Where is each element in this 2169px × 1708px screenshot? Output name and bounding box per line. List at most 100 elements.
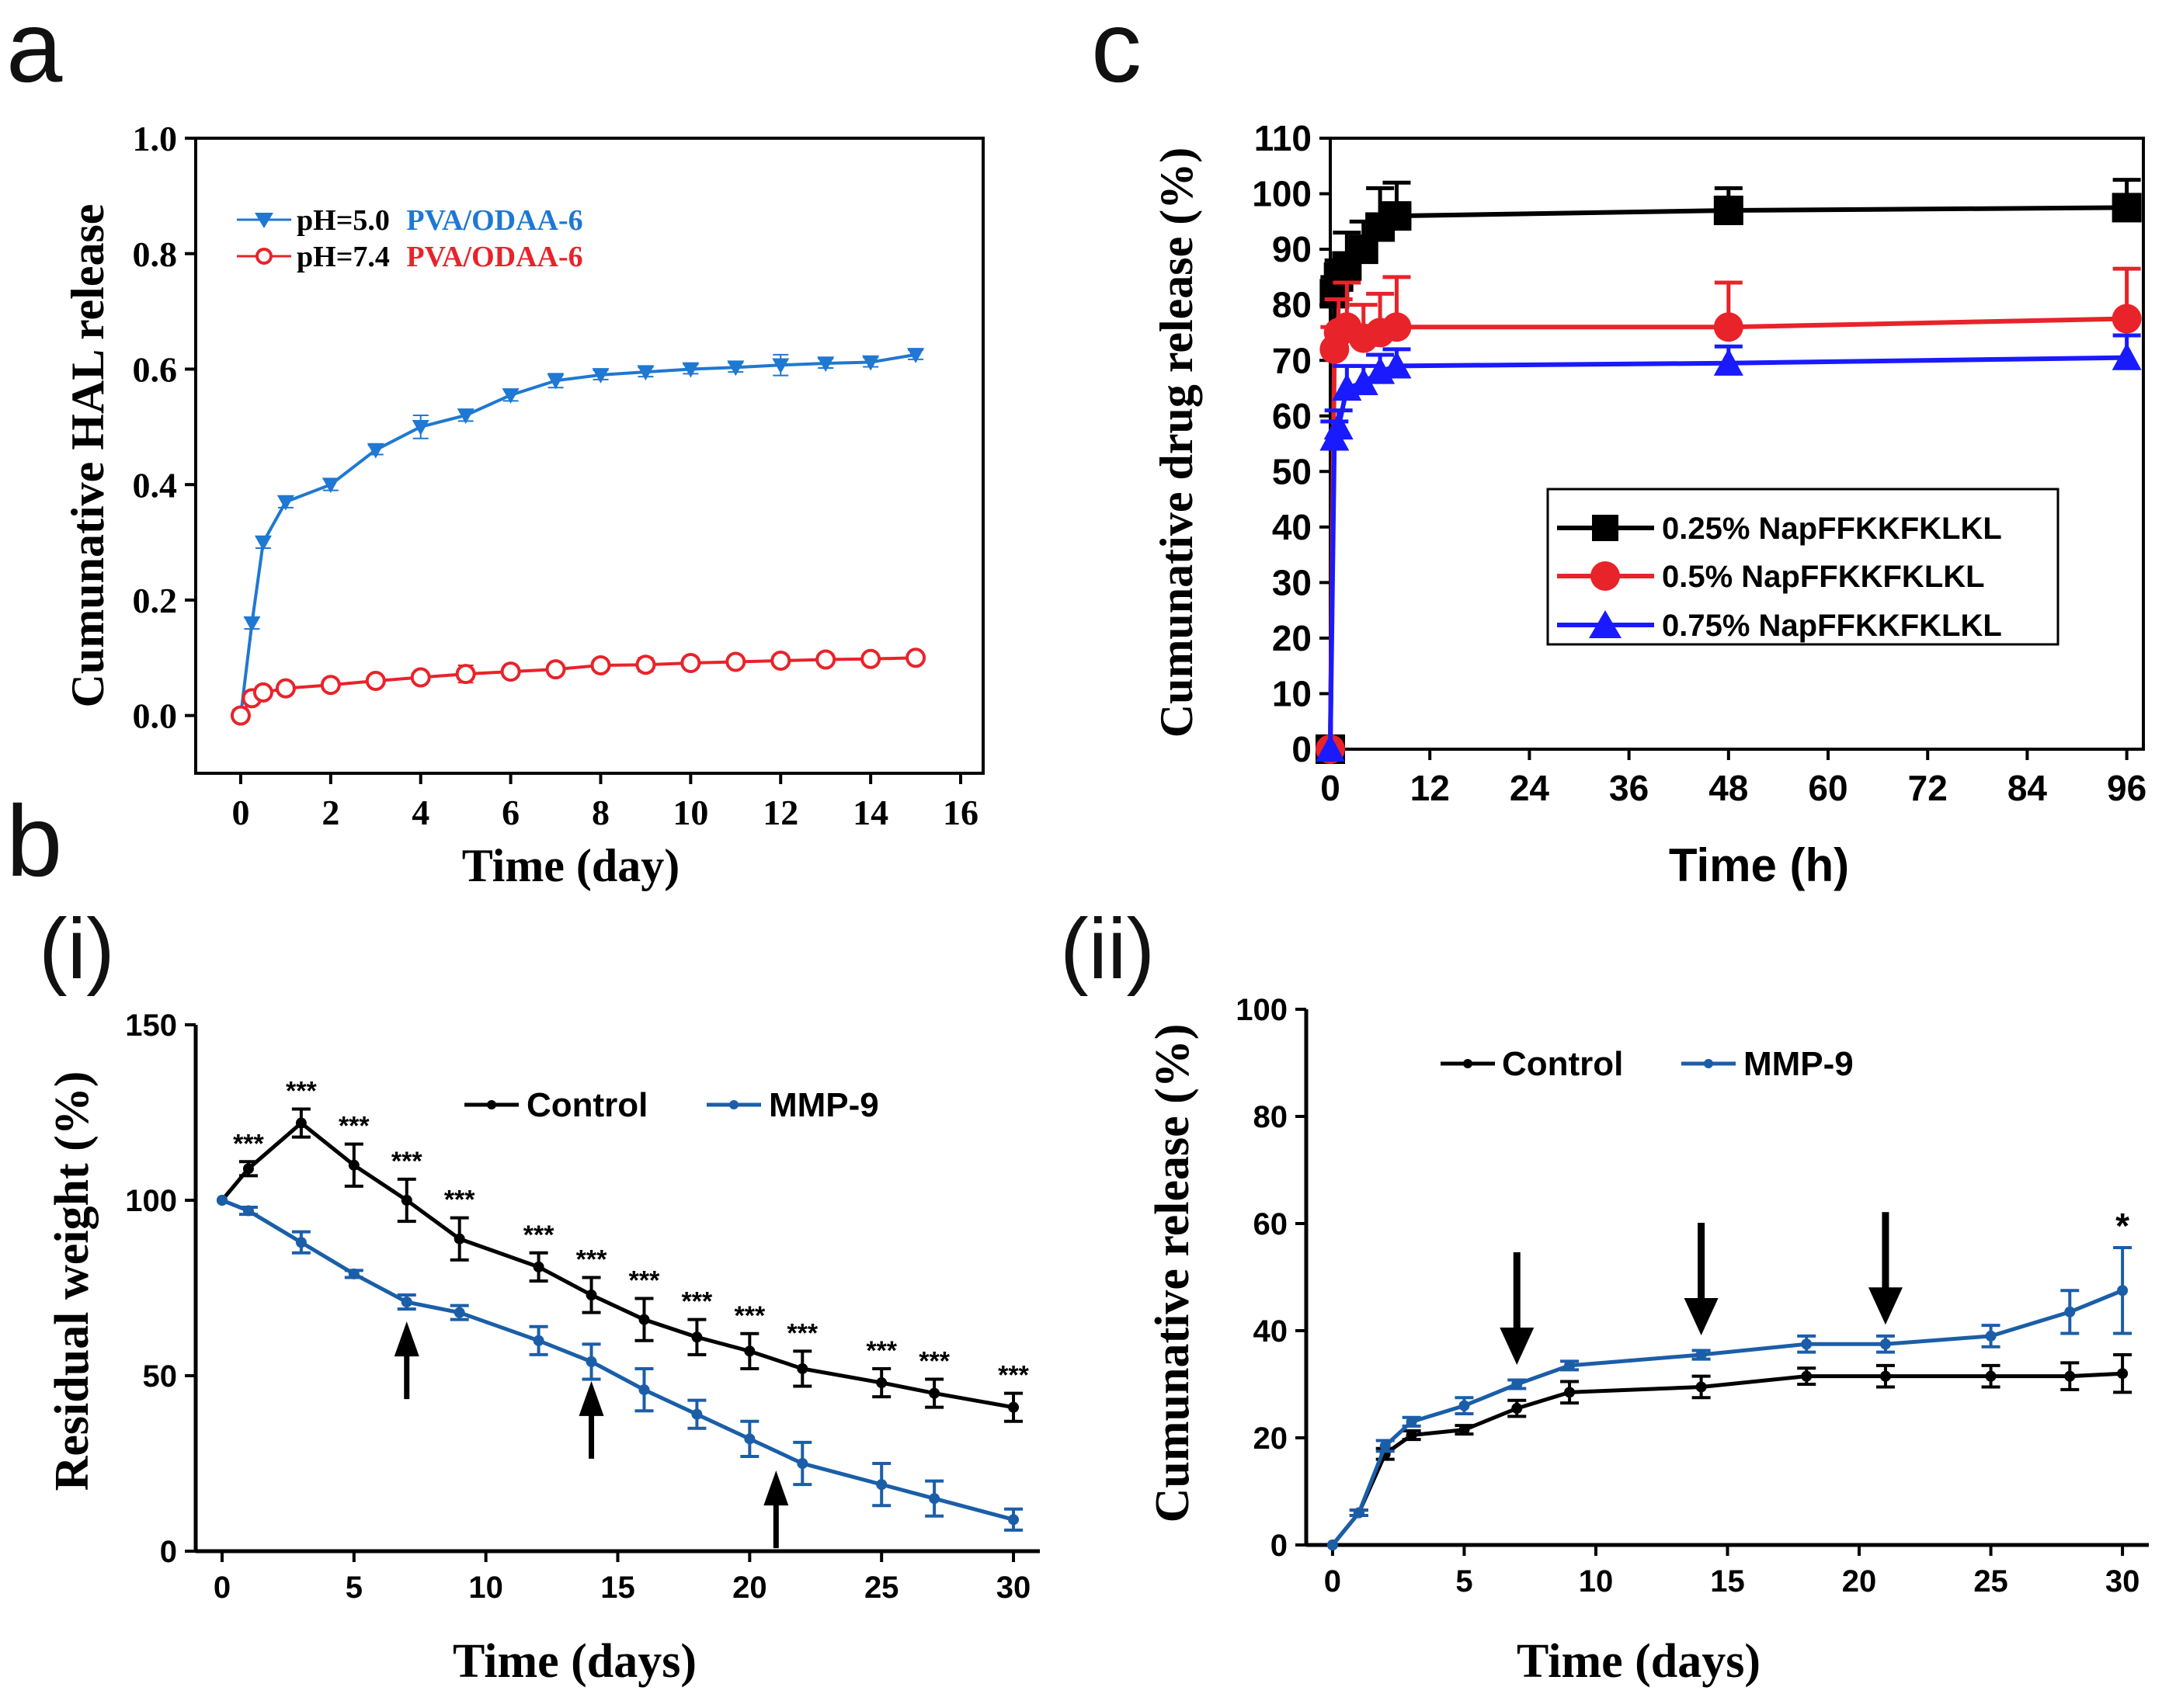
chart-a-series-1-point <box>637 365 655 381</box>
legend-b-i-label-2: MMP-9 <box>769 1086 879 1124</box>
chart-a-xlabel: Time (day) <box>462 840 680 891</box>
chart-c-series-2-point <box>1382 312 1412 342</box>
chart-b-i-series-1-point <box>797 1363 808 1374</box>
chart-b-ii-xtick-label: 5 <box>1455 1564 1472 1599</box>
chart-b-ii-ytick-label: 20 <box>1253 1422 1288 1456</box>
legend-a-label-2: pH=7.4 PVA/ODAA-6 <box>297 241 583 273</box>
chart-c-ytick-label: 20 <box>1272 618 1312 658</box>
chart-b-i-xtick-label: 25 <box>864 1571 899 1605</box>
chart-c-series-3-point <box>2112 342 2142 370</box>
chart-b-i-xlabel: Time (days) <box>453 1635 697 1688</box>
chart-a-ytick-label: 0.2 <box>133 581 178 620</box>
chart-a-xtick-label: 6 <box>502 793 520 832</box>
chart-b-ii-ytick-label: 0 <box>1270 1529 1288 1563</box>
legend-b-i-label-1: Control <box>527 1086 648 1124</box>
chart-a-series-2-point <box>635 654 656 675</box>
chart-b-ii-series-1-point <box>2117 1368 2129 1380</box>
chart-a-xtick-label: 14 <box>853 793 888 832</box>
chart-b-ii-series-2-point <box>1564 1359 1576 1371</box>
chart-b-i-significance: *** <box>523 1220 554 1250</box>
chart-c-ytick-label: 60 <box>1272 396 1312 436</box>
chart-b-i-series-2-point <box>797 1458 808 1469</box>
chart-b-ii-ytick-label: 80 <box>1253 1100 1288 1134</box>
chart-a-series-2-point <box>815 649 836 670</box>
legend-c-marker-3 <box>1589 610 1622 638</box>
chart-a-series-1-point <box>817 356 835 373</box>
chart-b-i-series-2-point <box>876 1479 888 1491</box>
chart-b-i-series-1-point <box>876 1377 888 1389</box>
chart-b-ii-series-1-point <box>1695 1381 1707 1393</box>
chart-a-series-2-point <box>252 682 273 703</box>
chart-a-xtick-label: 8 <box>592 793 610 832</box>
chart-c-series-2-point <box>2112 304 2142 334</box>
chart-b-i-series-2-point <box>929 1493 940 1505</box>
chart-b-i-significance: *** <box>919 1347 950 1376</box>
chart-a-series-2-point <box>500 661 521 682</box>
legend-c-marker-2 <box>1590 561 1620 591</box>
chart-b-i-significance: *** <box>391 1147 422 1176</box>
chart-a-ytick-label: 0.6 <box>133 350 178 390</box>
chart-c-ytick-label: 10 <box>1272 674 1312 714</box>
chart-b-i-series: *** *** *** *** *** *** *** *** *** *** *** *** *** *… <box>216 1076 1030 1549</box>
chart-b-ii-ylabel: Cumunative release (%) <box>1146 1024 1199 1523</box>
chart-b-i-arrow-head <box>579 1380 604 1416</box>
chart-b-i-xtick-label: 0 <box>214 1571 231 1605</box>
chart-b-i-series-2-point <box>216 1195 228 1206</box>
chart-a-series-2-point <box>365 671 386 692</box>
legend-b-i-marker-1 <box>487 1100 496 1109</box>
chart-b-i-significance: *** <box>734 1301 765 1331</box>
chart-c-frame <box>1329 137 2145 751</box>
chart-b-ii-series-2-point <box>1326 1540 1338 1550</box>
chart-a-series <box>230 348 926 726</box>
panel-label-b-ii: (ii) <box>1060 901 1155 997</box>
chart-b-i-series-1-point <box>1008 1401 1020 1413</box>
chart-b-i-series-2-point <box>295 1237 307 1248</box>
chart-c-ytick-label: 30 <box>1272 562 1312 602</box>
chart-b-ii-series-2-line <box>1330 1288 2124 1547</box>
chart-b-i-ylabel: Residual weight (%) <box>46 1071 99 1491</box>
chart-a-ytick-label: 1.0 <box>133 119 178 158</box>
chart-a-series-1-point <box>547 373 565 390</box>
chart-b-ii-series-2-point <box>1379 1440 1391 1452</box>
chart-a-series-1-line <box>238 352 916 716</box>
legend-c-label-2: 0.5% NapFFKKFKLKL <box>1662 560 1985 594</box>
chart-b-i-arrow-head <box>763 1470 789 1506</box>
chart-b-i-series-1-point <box>638 1314 650 1325</box>
legend-b-ii-marker-1 <box>1463 1059 1472 1068</box>
chart-c-xtick-label: 0 <box>1320 768 1340 808</box>
chart-b-ii-series-2-point <box>2064 1306 2076 1317</box>
chart-a-xtick-label: 16 <box>943 793 978 832</box>
chart-c-ticks: 0 12 24 36 48 60 72 84 96 0 10 20 30 40 50 60 70 80 90 100 1… <box>1252 118 2146 808</box>
chart-a-series-1-point <box>907 348 925 363</box>
chart-c-series-1-point <box>2112 193 2142 223</box>
chart-b-i-significance: *** <box>866 1336 897 1366</box>
chart-b-ii-series: * <box>1326 1206 2133 1550</box>
chart-b-ii-arrow-head <box>1500 1328 1535 1365</box>
chart-b-i-series-1-point <box>454 1233 465 1245</box>
chart-c-series-2-point <box>1713 312 1743 342</box>
chart-b-i-xtick-label: 10 <box>468 1571 503 1605</box>
chart-b-i-series-1-point <box>295 1117 307 1129</box>
chart-b-ii-series-1-point <box>1511 1403 1523 1415</box>
chart-b-ii-xlabel: Time (days) <box>1517 1635 1761 1688</box>
chart-b-i-ytick-label: 150 <box>125 1008 177 1043</box>
chart-a-series-2-point <box>905 647 926 668</box>
chart-a-series-1-point <box>412 420 429 436</box>
chart-b-ii-series-2-point <box>2117 1285 2129 1297</box>
chart-c-ytick-label: 80 <box>1272 285 1312 325</box>
chart-b-i-series-2-point <box>1008 1514 1020 1526</box>
chart-c-xtick-label: 60 <box>1808 768 1847 808</box>
chart-a-xtick-label: 4 <box>412 793 429 832</box>
chart-b-i-significance: *** <box>629 1266 660 1296</box>
chart-b-ii-series-2-point <box>1353 1507 1364 1519</box>
chart-a-xtick-label: 10 <box>673 793 708 832</box>
chart-b-i-series-1-point <box>744 1345 756 1357</box>
legend-c-label-3: 0.75% NapFFKKFKLKL <box>1662 609 2002 643</box>
chart-a-series-1-point <box>862 355 880 371</box>
chart-b-i-series-2-point <box>638 1384 650 1396</box>
chart-b-i-series-1-point <box>348 1159 360 1171</box>
chart-a-series-1-point <box>254 535 272 551</box>
chart-a-series-2-point <box>770 650 791 671</box>
chart-a-series-1-point <box>682 362 700 378</box>
chart-b-i-xtick-label: 20 <box>732 1571 767 1605</box>
